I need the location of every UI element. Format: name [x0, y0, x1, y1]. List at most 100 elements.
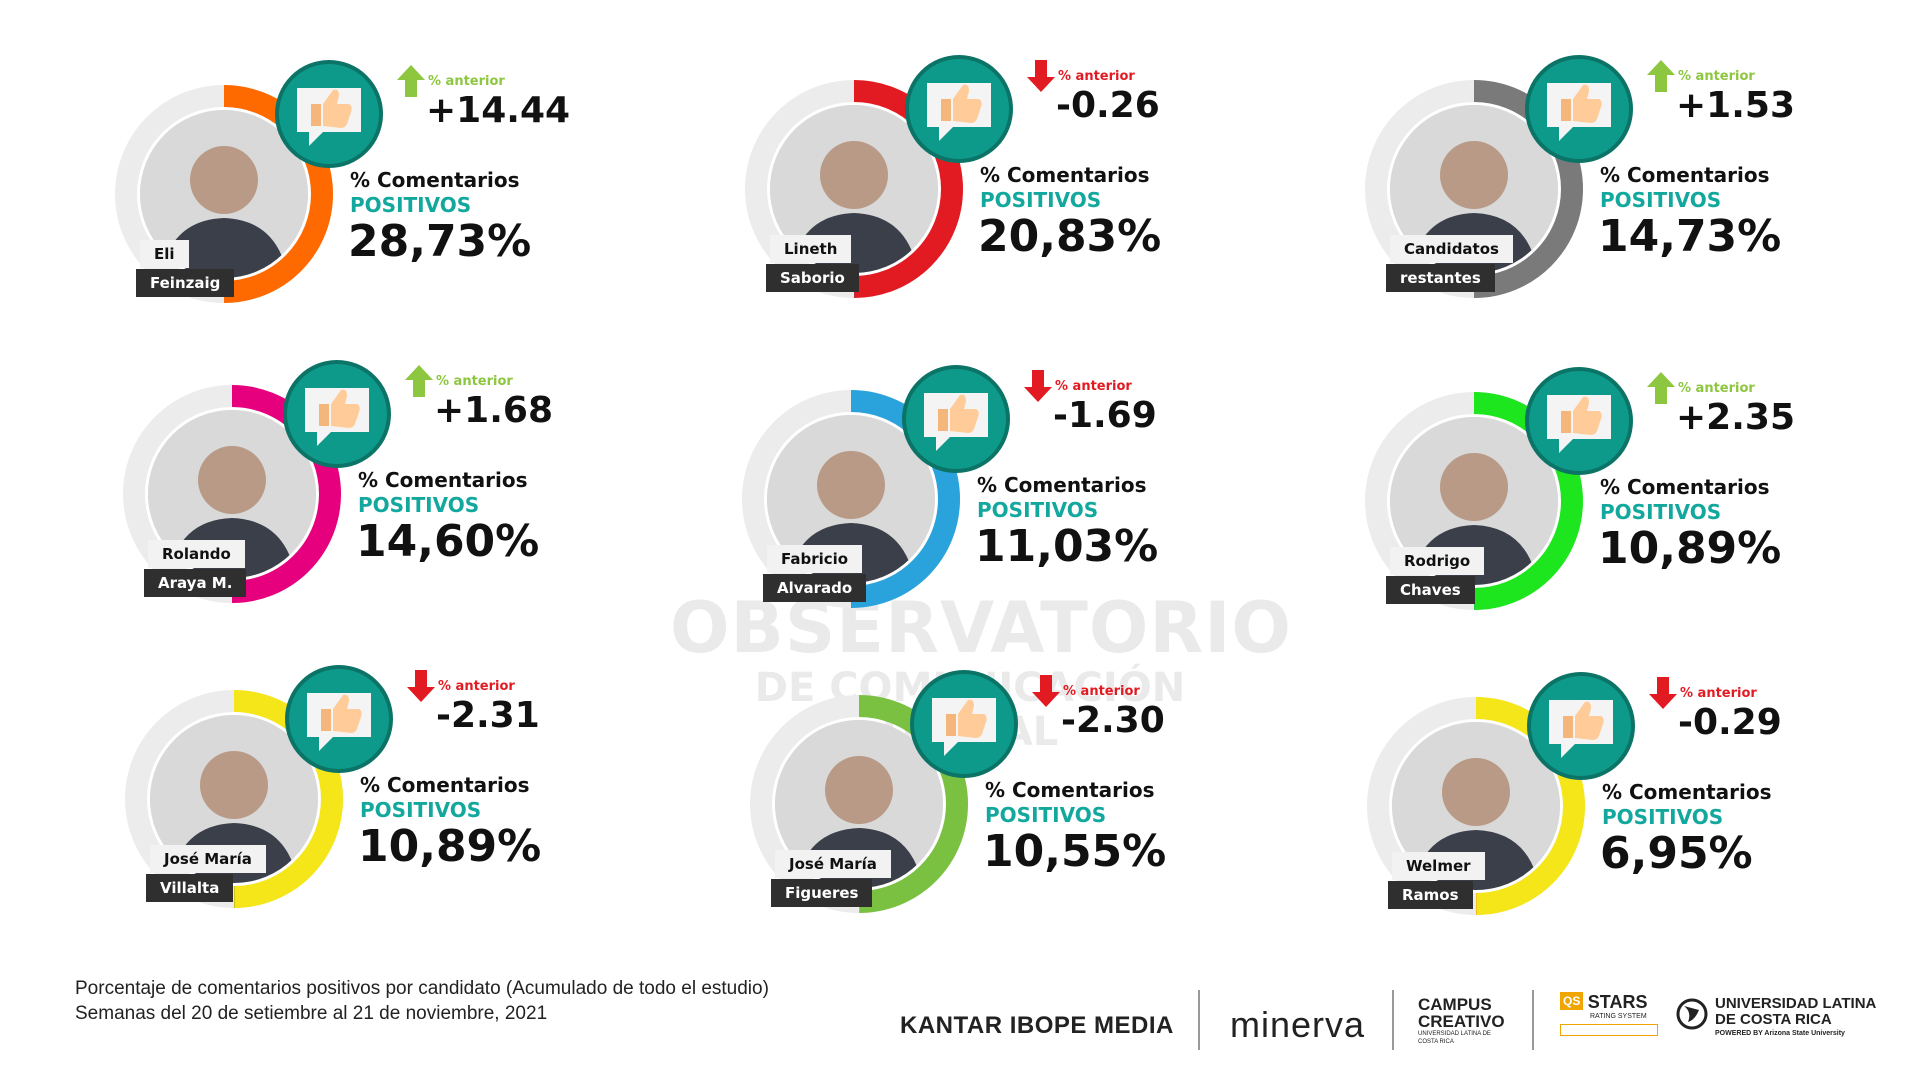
positive-percentage: 11,03%	[975, 521, 1159, 572]
candidate-card: José María Figueres % anterior -2.30 % C…	[745, 660, 1305, 920]
logo-divider	[1392, 990, 1394, 1050]
change-value: -0.26	[1056, 85, 1160, 126]
positive-percentage: 28,73%	[348, 216, 532, 267]
candidate-card: Lineth Saborio % anterior -0.26 % Coment…	[740, 45, 1300, 305]
thumbs-up-icon	[924, 393, 988, 451]
qs-badge: QS	[1560, 992, 1584, 1010]
thumbs-up-bubble	[283, 360, 391, 468]
positive-percentage: 10,89%	[358, 821, 542, 872]
ring-segment-primary	[858, 695, 968, 913]
thumbs-up-bubble	[910, 670, 1018, 778]
candidate-last-name: Figueres	[771, 879, 873, 907]
caption-line1: Porcentaje de comentarios positivos por …	[75, 978, 769, 999]
stars-sub: RATING SYSTEM	[1590, 1013, 1647, 1020]
previous-label: % anterior	[1055, 379, 1132, 394]
logo-divider	[1198, 990, 1200, 1050]
comments-label: % Comentarios	[1600, 163, 1770, 187]
arrow-up-icon	[405, 365, 433, 397]
candidate-card: Welmer Ramos % anterior -0.29 % Comentar…	[1362, 662, 1920, 922]
change-value: -2.30	[1061, 700, 1165, 741]
caption-line2: Semanas del 20 de setiembre al 21 de nov…	[75, 1003, 548, 1024]
candidate-last-name: Alvarado	[763, 574, 867, 602]
globe-icon	[1676, 998, 1708, 1030]
candidate-first-name: Eli	[140, 240, 189, 268]
candidate-last-name: Chaves	[1386, 576, 1475, 604]
positive-percentage: 14,60%	[356, 516, 540, 567]
candidate-last-name: restantes	[1386, 264, 1495, 292]
logo-divider	[1532, 990, 1534, 1050]
change-value: +14.44	[426, 90, 571, 131]
candidate-first-name: José María	[150, 845, 266, 873]
positive-label: POSITIVOS	[358, 493, 480, 517]
thumbs-up-icon	[307, 693, 371, 751]
previous-label: % anterior	[1678, 69, 1755, 84]
candidate-last-name: Villalta	[146, 874, 234, 902]
thumbs-up-icon	[297, 88, 361, 146]
candidate-card: José María Villalta % anterior -2.31 % C…	[120, 655, 680, 915]
ring-segment-primary	[853, 80, 963, 298]
candidate-last-name: Feinzaig	[136, 269, 235, 297]
thumbs-up-icon	[927, 83, 991, 141]
ring-segment-primary	[1473, 80, 1583, 298]
comments-label: % Comentarios	[1600, 475, 1770, 499]
caption: Porcentaje de comentarios positivos por …	[75, 976, 769, 1026]
candidate-first-name: Rodrigo	[1390, 547, 1485, 575]
positive-label: POSITIVOS	[980, 188, 1102, 212]
thumbs-up-icon	[1547, 395, 1611, 453]
arrow-up-icon	[1647, 60, 1675, 92]
change-value: -2.31	[436, 695, 540, 736]
thumbs-up-icon	[1547, 83, 1611, 141]
candidate-last-name: Ramos	[1388, 881, 1473, 909]
arrow-up-icon	[1647, 372, 1675, 404]
thumbs-up-bubble	[1527, 672, 1635, 780]
previous-label: % anterior	[436, 374, 513, 389]
candidate-first-name: Fabricio	[767, 545, 863, 573]
campus-line1: CAMPUS	[1418, 995, 1492, 1014]
change-value: -0.29	[1678, 702, 1782, 743]
comments-label: % Comentarios	[350, 168, 520, 192]
ring-segment-primary	[1473, 392, 1583, 610]
previous-label: % anterior	[1063, 684, 1140, 699]
ring-segment-primary	[233, 690, 343, 908]
candidate-card: Fabricio Alvarado % anterior -1.69 % Com…	[737, 355, 1297, 615]
candidate-first-name: José María	[775, 850, 891, 878]
candidate-card: Candidatos restantes % anterior +1.53 % …	[1360, 45, 1920, 305]
candidate-first-name: Rolando	[148, 540, 245, 568]
candidate-first-name: Lineth	[770, 235, 852, 263]
previous-label: % anterior	[1058, 69, 1135, 84]
change-value: +1.53	[1676, 85, 1795, 126]
positive-percentage: 6,95%	[1600, 828, 1753, 879]
comments-label: % Comentarios	[977, 473, 1147, 497]
positive-label: POSITIVOS	[977, 498, 1099, 522]
thumbs-up-bubble	[905, 55, 1013, 163]
arrow-down-icon	[1027, 60, 1055, 92]
ring-segment-primary	[1475, 697, 1585, 915]
positive-label: POSITIVOS	[1602, 805, 1724, 829]
candidate-first-name: Welmer	[1392, 852, 1485, 880]
candidate-card: Rolando Araya M. % anterior +1.68 % Come…	[118, 350, 678, 610]
comments-label: % Comentarios	[980, 163, 1150, 187]
stars-rating-bar	[1560, 1024, 1658, 1036]
candidate-last-name: Araya M.	[144, 569, 247, 597]
positive-label: POSITIVOS	[360, 798, 482, 822]
positive-label: POSITIVOS	[1600, 188, 1722, 212]
arrow-up-icon	[397, 65, 425, 97]
ulatina-line1: UNIVERSIDAD LATINA	[1715, 995, 1877, 1012]
thumbs-up-icon	[305, 388, 369, 446]
change-value: -1.69	[1053, 395, 1157, 436]
candidate-last-name: Saborio	[766, 264, 859, 292]
thumbs-up-bubble	[1525, 367, 1633, 475]
thumbs-up-bubble	[902, 365, 1010, 473]
thumbs-up-bubble	[285, 665, 393, 773]
kantar-logo: KANTAR IBOPE MEDIA	[900, 1012, 1174, 1039]
thumbs-up-icon	[932, 698, 996, 756]
arrow-down-icon	[1032, 675, 1060, 707]
positive-percentage: 10,55%	[983, 826, 1167, 877]
comments-label: % Comentarios	[360, 773, 530, 797]
ring-segment-primary	[850, 390, 960, 608]
stars-text: STARS	[1587, 992, 1648, 1012]
positive-label: POSITIVOS	[350, 193, 472, 217]
change-value: +1.68	[434, 390, 553, 431]
thumbs-up-bubble	[1525, 55, 1633, 163]
arrow-down-icon	[1024, 370, 1052, 402]
